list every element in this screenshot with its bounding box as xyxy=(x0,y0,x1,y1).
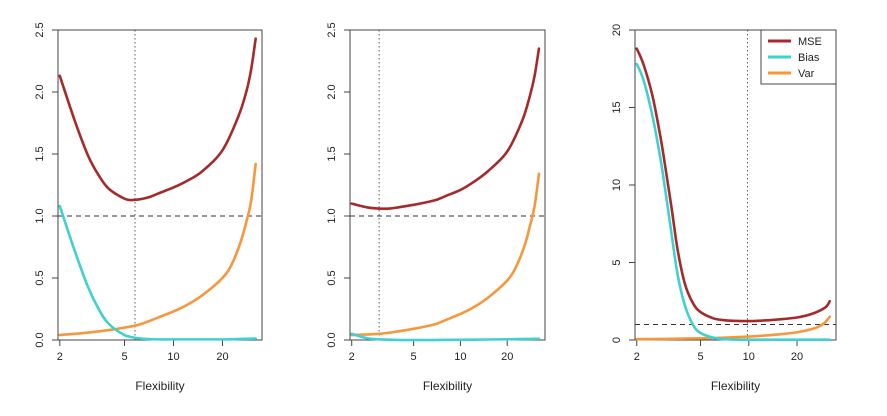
y-tick-label: 2.0 xyxy=(326,84,338,99)
x-tick-label: 5 xyxy=(697,351,703,363)
y-tick-label: 20 xyxy=(611,24,623,36)
series-line-mse xyxy=(350,47,541,211)
legend-label-mse: MSE xyxy=(798,36,822,48)
series-line-mse xyxy=(58,37,257,202)
y-tick-label: 5 xyxy=(611,259,623,265)
y-tick-label: 1.5 xyxy=(34,146,46,161)
series-line-var xyxy=(58,162,257,337)
x-axis-label: Flexibility xyxy=(135,379,184,393)
y-tick-label: 0 xyxy=(611,337,623,343)
y-tick-label: 0.0 xyxy=(326,332,338,347)
y-tick-label: 0.0 xyxy=(34,332,46,347)
x-tick-label: 10 xyxy=(454,351,466,363)
x-tick-label: 20 xyxy=(791,351,803,363)
plot-frame xyxy=(349,29,546,341)
chart-panel-1: 0.0 0.5 1.0 1.5 2.0 2.5 2 5 10 20 Flexibility xyxy=(34,22,263,393)
series-line-bias xyxy=(58,204,257,341)
x-tick-label: 10 xyxy=(167,351,179,363)
y-tick-label: 2.5 xyxy=(34,22,46,37)
x-tick-label: 2 xyxy=(349,351,355,363)
series-line-var xyxy=(635,315,832,341)
x-tick-label: 20 xyxy=(216,351,228,363)
plot-frame xyxy=(57,29,263,341)
series-line-var xyxy=(350,172,541,337)
y-tick-label: 1.0 xyxy=(326,208,338,223)
x-tick-label: 10 xyxy=(743,351,755,363)
x-axis-label: Flexibility xyxy=(423,379,472,393)
y-tick-label: 2.0 xyxy=(34,84,46,99)
y-tick-label: 15 xyxy=(611,101,623,113)
x-axis-label: Flexibility xyxy=(711,379,760,393)
legend-box xyxy=(760,29,837,85)
legend-label-var: Var xyxy=(798,68,815,80)
x-tick-label: 20 xyxy=(501,351,513,363)
legend: MSE Bias Var xyxy=(760,29,837,85)
series-line-bias xyxy=(350,332,541,342)
y-tick-label: 0.5 xyxy=(326,270,338,285)
y-tick-label: 0.5 xyxy=(34,270,46,285)
x-tick-label: 2 xyxy=(57,351,63,363)
legend-label-bias: Bias xyxy=(798,52,820,64)
x-tick-label: 2 xyxy=(634,351,640,363)
y-tick-label: 1.0 xyxy=(34,208,46,223)
y-tick-label: 1.5 xyxy=(326,146,338,161)
y-tick-label: 10 xyxy=(611,179,623,191)
x-tick-label: 5 xyxy=(121,351,127,363)
y-tick-label: 2.5 xyxy=(326,22,338,37)
series-line-bias xyxy=(635,62,832,342)
series-line-mse xyxy=(635,47,832,323)
chart-panel-2: 0.0 0.5 1.0 1.5 2.0 2.5 2 5 10 20 Flexibility xyxy=(326,22,546,393)
x-tick-label: 5 xyxy=(411,351,417,363)
